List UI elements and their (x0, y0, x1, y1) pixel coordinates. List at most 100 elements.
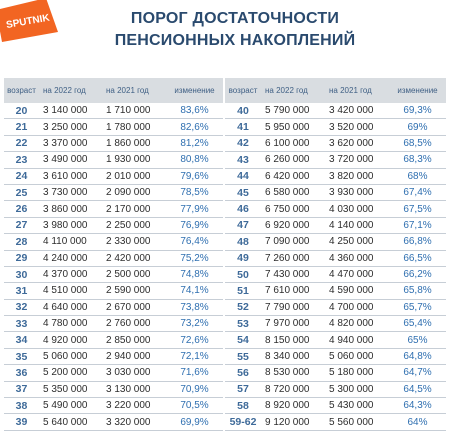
cell-v2021: 4 470 000 (325, 266, 389, 284)
cell-v2021: 2 760 000 (102, 315, 166, 333)
cell-v2021: 4 360 000 (325, 250, 389, 267)
cell-change: 70,5% (166, 397, 224, 415)
table-row: 34 4 920 000 2 850 000 72,6% 54 8 150 000 4 94… (4, 331, 446, 349)
cell-change: 65,4% (389, 315, 446, 333)
table-row: 31 4 510 000 2 590 000 74,1% 51 7 610 000 4 59… (4, 282, 446, 300)
cell-age: 38 (4, 397, 39, 415)
cell-v2022: 3 860 000 (39, 200, 102, 218)
cell-age: 47 (223, 217, 261, 235)
cell-change: 67,5% (389, 200, 446, 218)
cell-v2021: 3 030 000 (102, 364, 166, 382)
cell-v2021: 2 090 000 (102, 184, 166, 202)
cell-v2021: 2 010 000 (102, 168, 166, 185)
cell-age: 45 (223, 184, 261, 202)
header-change: изменение (166, 78, 224, 103)
cell-change: 64,5% (389, 381, 446, 399)
cell-age: 54 (223, 331, 261, 349)
cell-v2022: 5 640 000 (39, 413, 102, 431)
cell-age: 35 (4, 348, 39, 366)
cell-v2022: 8 150 000 (261, 331, 325, 349)
cell-v2022: 7 430 000 (261, 266, 325, 284)
cell-v2021: 3 720 000 (325, 151, 389, 169)
cell-v2022: 3 250 000 (39, 118, 102, 136)
cell-v2022: 8 720 000 (261, 381, 325, 399)
cell-age: 29 (4, 250, 39, 267)
cell-age: 59-62 (223, 413, 261, 431)
cell-age: 40 (223, 103, 261, 120)
cell-v2022: 3 490 000 (39, 151, 102, 169)
cell-age: 21 (4, 118, 39, 136)
cell-v2021: 1 710 000 (102, 103, 166, 120)
table-row: 20 3 140 000 1 710 000 83,6% 40 5 790 000 3 42… (4, 103, 446, 120)
cell-v2021: 3 420 000 (325, 103, 389, 120)
cell-v2022: 7 790 000 (261, 299, 325, 317)
cell-change: 78,5% (166, 184, 224, 202)
title-line-2: ПЕНСИОННЫХ НАКОПЛЕНИЙ (114, 32, 356, 49)
cell-v2022: 4 370 000 (39, 266, 102, 284)
cell-v2022: 7 260 000 (261, 250, 325, 267)
cell-change: 69% (389, 118, 446, 136)
cell-age: 20 (4, 103, 39, 120)
cell-v2022: 6 750 000 (261, 200, 325, 218)
cell-v2022: 5 350 000 (39, 381, 102, 399)
cell-age: 41 (223, 118, 261, 136)
table-row: 26 3 860 000 2 170 000 77,9% 46 6 750 000 4 03… (4, 200, 446, 218)
cell-v2021: 4 940 000 (325, 331, 389, 349)
header-change: изменение (389, 78, 446, 103)
cell-v2021: 2 420 000 (102, 250, 166, 267)
cell-age: 22 (4, 135, 39, 153)
cell-change: 83,6% (166, 103, 224, 120)
cell-change: 67,4% (389, 184, 446, 202)
cell-change: 74,1% (166, 282, 224, 300)
cell-v2022: 8 530 000 (261, 364, 325, 382)
cell-v2022: 6 100 000 (261, 135, 325, 153)
cell-change: 68% (389, 168, 446, 185)
table-row: 32 4 640 000 2 670 000 73,8% 52 7 790 000 4 70… (4, 299, 446, 317)
cell-v2021: 1 930 000 (102, 151, 166, 169)
cell-v2021: 3 520 000 (325, 118, 389, 136)
cell-age: 28 (4, 233, 39, 251)
cell-v2022: 8 340 000 (261, 348, 325, 366)
cell-change: 72,6% (166, 331, 224, 349)
cell-age: 55 (223, 348, 261, 366)
cell-v2022: 5 950 000 (261, 118, 325, 136)
table-row: 30 4 370 000 2 500 000 74,8% 50 7 430 000 4 47… (4, 266, 446, 284)
header-2022: на 2022 год (39, 78, 102, 103)
cell-v2021: 3 220 000 (102, 397, 166, 415)
table-row: 38 5 490 000 3 220 000 70,5% 58 8 920 000 5 43… (4, 397, 446, 415)
cell-change: 72,1% (166, 348, 224, 366)
cell-v2021: 4 590 000 (325, 282, 389, 300)
cell-v2021: 1 860 000 (102, 135, 166, 153)
cell-v2022: 7 970 000 (261, 315, 325, 333)
cell-v2022: 4 780 000 (39, 315, 102, 333)
cell-age: 53 (223, 315, 261, 333)
table-row: 37 5 350 000 3 130 000 70,9% 57 8 720 000 5 30… (4, 381, 446, 399)
cell-v2022: 6 260 000 (261, 151, 325, 169)
cell-v2022: 4 110 000 (39, 233, 102, 251)
cell-age: 31 (4, 282, 39, 300)
cell-v2022: 3 140 000 (39, 103, 102, 120)
cell-age: 23 (4, 151, 39, 169)
cell-v2021: 4 700 000 (325, 299, 389, 317)
cell-age: 25 (4, 184, 39, 202)
cell-v2021: 3 320 000 (102, 413, 166, 431)
cell-change: 73,2% (166, 315, 224, 333)
title-line-1: ПОРОГ ДОСТАТОЧНОСТИ (130, 10, 340, 27)
cell-v2021: 4 250 000 (325, 233, 389, 251)
cell-v2021: 4 820 000 (325, 315, 389, 333)
cell-age: 52 (223, 299, 261, 317)
cell-age: 44 (223, 168, 261, 185)
cell-v2021: 3 620 000 (325, 135, 389, 153)
cell-age: 56 (223, 364, 261, 382)
table-row: 39 5 640 000 3 320 000 69,9% 59-62 9 120 000 5… (4, 413, 446, 431)
cell-change: 69,3% (389, 103, 446, 120)
cell-v2021: 1 780 000 (102, 118, 166, 136)
cell-v2022: 8 920 000 (261, 397, 325, 415)
cell-v2021: 4 030 000 (325, 200, 389, 218)
cell-age: 49 (223, 250, 261, 267)
cell-v2021: 2 940 000 (102, 348, 166, 366)
cell-change: 73,8% (166, 299, 224, 317)
cell-v2022: 5 490 000 (39, 397, 102, 415)
table-row: 23 3 490 000 1 930 000 80,8% 43 6 260 000 3 72… (4, 151, 446, 169)
cell-change: 79,6% (166, 168, 224, 185)
